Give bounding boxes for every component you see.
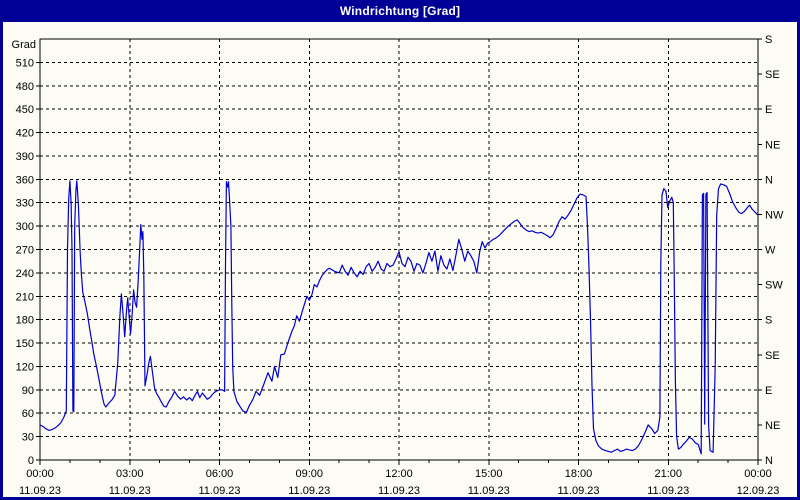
x-tick-time-label: 06:00 <box>206 468 234 480</box>
compass-label: SE <box>765 69 780 81</box>
y-left-tick-label: 90 <box>22 385 34 397</box>
x-tick-date-label: 11.09.23 <box>647 485 689 497</box>
y-left-tick-label: 0 <box>28 455 34 467</box>
windrichtung-chart: 0 30 60 90 120 150 180 210 240 270 300 330 360 390 420… <box>12 34 784 497</box>
y-left-tick-label: 480 <box>16 81 34 93</box>
compass-label: N <box>765 455 773 467</box>
y-axis-title: Grad <box>12 39 36 51</box>
x-tick-time-label: 03:00 <box>116 468 144 480</box>
y-left-tick-label: 360 <box>16 174 34 186</box>
compass-label: S <box>765 34 772 46</box>
y-left-tick-label: 240 <box>16 268 34 280</box>
compass-label: S <box>765 315 772 327</box>
x-tick-date-label: 11.09.23 <box>198 485 240 497</box>
y-left-tick-label: 420 <box>16 128 34 140</box>
y-left-tick-label: 450 <box>16 104 34 116</box>
window-title-bar: Windrichtung [Grad] <box>0 0 800 22</box>
x-tick-time-label: 09:00 <box>295 468 323 480</box>
x-tick-date-label: 11.09.23 <box>468 485 510 497</box>
x-tick-date-label: 11.09.23 <box>19 485 61 497</box>
x-tick-time-label: 21:00 <box>654 468 682 480</box>
chart-area: 0 30 60 90 120 150 180 210 240 270 300 330 360 390 420… <box>3 22 797 497</box>
compass-label: E <box>765 385 772 397</box>
compass-label: E <box>765 104 772 116</box>
y-left-tick-label: 210 <box>16 291 34 303</box>
x-tick-time-label: 12:00 <box>385 468 413 480</box>
compass-label: N <box>765 174 773 186</box>
x-tick-time-label: 18:00 <box>565 468 593 480</box>
y-left-tick-label: 300 <box>16 221 34 233</box>
y-left-tick-label: 150 <box>16 338 34 350</box>
x-tick-date-label: 11.09.23 <box>557 485 599 497</box>
y-left-tick-label: 330 <box>16 198 34 210</box>
x-tick-time-label: 00:00 <box>744 468 772 480</box>
compass-label: SW <box>765 280 783 292</box>
x-tick-time-label: 15:00 <box>475 468 503 480</box>
y-left-tick-label: 270 <box>16 245 34 257</box>
compass-label: W <box>765 245 776 257</box>
window-title: Windrichtung [Grad] <box>339 4 461 18</box>
x-tick-date-label: 11.09.23 <box>288 485 330 497</box>
y-left-tick-label: 390 <box>16 151 34 163</box>
y-left-tick-label: 60 <box>22 408 34 420</box>
wind-direction-series <box>39 180 759 455</box>
x-tick-time-label: 00:00 <box>26 468 54 480</box>
compass-label: NW <box>765 209 784 221</box>
y-left-tick-label: 180 <box>16 315 34 327</box>
compass-label: NE <box>765 139 780 151</box>
y-left-tick-label: 120 <box>16 361 34 373</box>
y-left-tick-label: 510 <box>16 57 34 69</box>
compass-label: NE <box>765 420 780 432</box>
x-tick-date-label: 11.09.23 <box>378 485 420 497</box>
x-tick-date-label: 12.09.23 <box>737 485 780 497</box>
x-tick-date-label: 11.09.23 <box>109 485 151 497</box>
compass-label: SE <box>765 350 780 362</box>
y-left-tick-label: 30 <box>22 432 34 444</box>
